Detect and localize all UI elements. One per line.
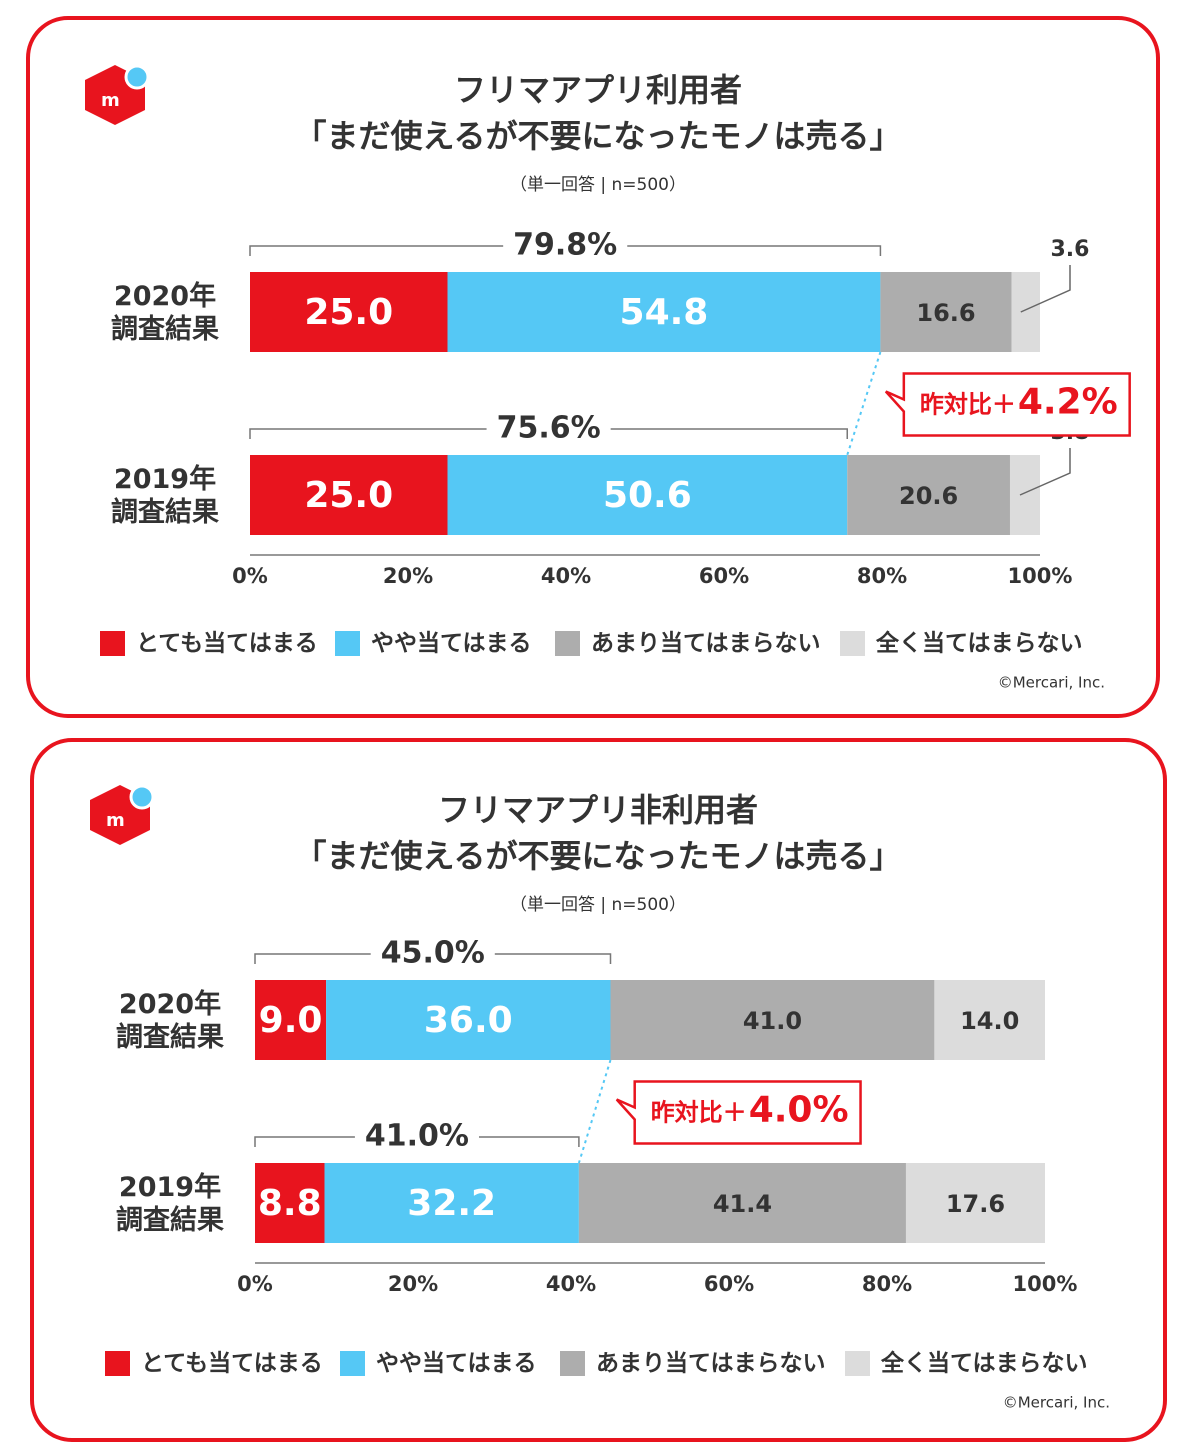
- value-label: 8.8: [258, 1183, 322, 1224]
- value-label: 32.2: [407, 1183, 496, 1224]
- bar-segment: [326, 980, 611, 1060]
- chart-note: （単一回答 | n=500）: [510, 895, 686, 915]
- label-bg: [503, 227, 628, 263]
- yoy-prefix: 昨対比＋: [651, 1099, 747, 1127]
- bar-segment: [610, 980, 935, 1060]
- value-label: 16.6: [916, 299, 975, 327]
- x-tick-label: 60%: [704, 1272, 754, 1296]
- bar-segment: [255, 1163, 325, 1243]
- value-label: 50.6: [603, 475, 692, 516]
- bar-segment: [250, 455, 448, 535]
- value-label: 25.0: [304, 475, 393, 516]
- legend-label: とても当てはまる: [136, 631, 318, 657]
- x-tick-label: 20%: [388, 1272, 438, 1296]
- chart-subtitle: 「まだ使えるが不要になったモノは売る」: [294, 117, 901, 155]
- yoy-value: 4.2%: [1018, 382, 1118, 423]
- x-tick-label: 100%: [1013, 1272, 1078, 1296]
- x-tick-label: 20%: [383, 564, 433, 588]
- leader-line: [1020, 265, 1071, 313]
- category-label: 2019年 調査結果: [111, 464, 219, 528]
- x-tick-label: 60%: [699, 564, 749, 588]
- copyright: ©Mercari, Inc.: [998, 674, 1105, 692]
- category-label: 2020年 調査結果: [111, 281, 219, 345]
- x-tick-label: 40%: [541, 564, 591, 588]
- value-label: 3.6: [1051, 237, 1090, 262]
- total-label: 45.0%: [381, 936, 485, 971]
- bar-segment: [1009, 455, 1040, 535]
- logo: m: [85, 64, 150, 125]
- copyright: ©Mercari, Inc.: [1003, 1394, 1110, 1412]
- bar-segment: [847, 455, 1010, 535]
- svg-text:m: m: [101, 90, 120, 111]
- yoy-badge: [884, 372, 1131, 437]
- bar-segment: [447, 455, 848, 535]
- legend-label: 全く当てはまらない: [880, 1350, 1088, 1377]
- yoy-badge: [615, 1080, 862, 1145]
- value-label: 14.0: [960, 1007, 1019, 1035]
- legend-label: やや当てはまる: [371, 631, 532, 657]
- value-label: 25.0: [304, 292, 393, 333]
- category-label: 2019年 調査結果: [116, 1172, 224, 1236]
- legend-label: 全く当てはまらない: [875, 630, 1083, 657]
- x-tick-label: 0%: [237, 1272, 273, 1296]
- chart-subtitle: 「まだ使えるが不要になったモノは売る」: [294, 837, 901, 875]
- legend-swatch: [100, 631, 125, 656]
- chart-note: （単一回答 | n=500）: [510, 175, 686, 195]
- x-tick-label: 80%: [857, 564, 907, 588]
- bar-segment: [250, 272, 448, 352]
- category-label: 2020年 調査結果: [116, 989, 224, 1053]
- connector: [577, 1059, 612, 1164]
- legend-label: あまり当てはまらない: [596, 1351, 826, 1377]
- legend-swatch: [555, 631, 580, 656]
- label-bg: [370, 935, 495, 971]
- legend-label: とても当てはまる: [141, 1351, 323, 1377]
- legend-swatch: [340, 1351, 365, 1376]
- value-label: 41.4: [713, 1190, 772, 1218]
- x-tick-label: 100%: [1008, 564, 1073, 588]
- total-label: 41.0%: [365, 1119, 469, 1154]
- bar-segment: [578, 1163, 906, 1243]
- chart-title: フリマアプリ非利用者: [438, 791, 758, 829]
- x-tick-label: 40%: [546, 1272, 596, 1296]
- connector: [846, 351, 882, 456]
- total-label: 75.6%: [497, 411, 601, 446]
- bar-segment: [447, 272, 881, 352]
- chart-title: フリマアプリ利用者: [454, 71, 742, 109]
- value-label: 36.0: [424, 1000, 513, 1041]
- value-label: 20.6: [899, 482, 958, 510]
- value-label: 54.8: [620, 292, 709, 333]
- yoy-prefix: 昨対比＋: [920, 391, 1016, 419]
- value-label: 17.6: [946, 1190, 1005, 1218]
- legend-swatch: [845, 1351, 870, 1376]
- legend-swatch: [105, 1351, 130, 1376]
- legend-swatch: [560, 1351, 585, 1376]
- leader-line: [1019, 448, 1071, 496]
- value-label: 9.0: [259, 1000, 323, 1041]
- bar-segment: [880, 272, 1012, 352]
- bar-segment: [934, 980, 1045, 1060]
- bar-segment: [905, 1163, 1045, 1243]
- bar-segment: [1011, 272, 1040, 352]
- bar-segment: [324, 1163, 579, 1243]
- logo: m: [90, 784, 155, 845]
- x-tick-label: 80%: [862, 1272, 912, 1296]
- legend-label: あまり当てはまらない: [591, 631, 821, 657]
- panel: [30, 738, 1167, 1442]
- label-bg: [354, 1118, 479, 1154]
- yoy-value: 4.0%: [749, 1090, 849, 1131]
- value-label: 41.0: [743, 1007, 802, 1035]
- bar-segment: [255, 980, 327, 1060]
- total-label: 79.8%: [513, 228, 617, 263]
- x-tick-label: 0%: [232, 564, 268, 588]
- legend-label: やや当てはまる: [376, 1351, 537, 1377]
- label-bg: [486, 410, 611, 446]
- legend-swatch: [335, 631, 360, 656]
- panel: [26, 16, 1160, 718]
- legend-swatch: [840, 631, 865, 656]
- svg-text:m: m: [106, 810, 125, 831]
